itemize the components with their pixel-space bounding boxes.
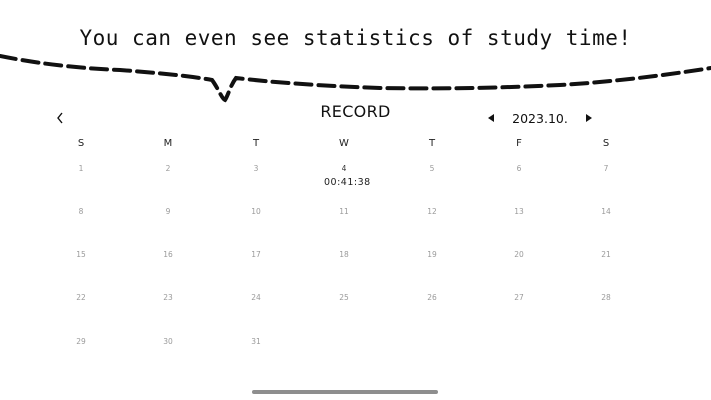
- study-time-record: 00:41:38: [324, 177, 371, 188]
- calendar-day-2[interactable]: 2: [148, 164, 188, 173]
- triangle-right-icon: [585, 114, 592, 122]
- day-number: 26: [427, 293, 437, 302]
- calendar-day-21[interactable]: 21: [586, 250, 626, 259]
- day-number: 8: [78, 207, 84, 216]
- month-navigator: 2023.10.: [484, 109, 596, 127]
- calendar-day-18[interactable]: 18: [324, 250, 364, 259]
- calendar-day-14[interactable]: 14: [586, 207, 626, 216]
- weekday-label: T: [252, 138, 260, 149]
- calendar-day-31[interactable]: 31: [236, 337, 276, 346]
- day-number: 25: [339, 293, 349, 302]
- day-number: 7: [603, 164, 609, 173]
- calendar-day-28[interactable]: 28: [586, 293, 626, 302]
- weekday-label: S: [602, 138, 610, 149]
- day-number: 24: [251, 293, 261, 302]
- day-number: 1: [78, 164, 84, 173]
- calendar-day-3[interactable]: 3: [236, 164, 276, 173]
- triangle-left-icon: [488, 114, 494, 122]
- day-number: 19: [427, 250, 437, 259]
- day-number: 12: [427, 207, 437, 216]
- day-number: 10: [251, 207, 261, 216]
- next-month-button[interactable]: [582, 109, 596, 127]
- day-number: 18: [339, 250, 349, 259]
- day-number: 16: [163, 250, 173, 259]
- day-number: 17: [251, 250, 261, 259]
- calendar-day-22[interactable]: 22: [61, 293, 101, 302]
- day-number: 20: [514, 250, 524, 259]
- calendar-day-11[interactable]: 11: [324, 207, 364, 216]
- day-number: 29: [76, 337, 86, 346]
- calendar-day-6[interactable]: 6: [499, 164, 539, 173]
- calendar-day-29[interactable]: 29: [61, 337, 101, 346]
- calendar-day-15[interactable]: 15: [61, 250, 101, 259]
- day-number: 9: [165, 207, 171, 216]
- calendar-day-25[interactable]: 25: [324, 293, 364, 302]
- calendar-day-27[interactable]: 27: [499, 293, 539, 302]
- calendar-day-12[interactable]: 12: [412, 207, 452, 216]
- calendar-day-19[interactable]: 19: [412, 250, 452, 259]
- weekday-label: F: [516, 138, 522, 149]
- calendar-day-8[interactable]: 8: [61, 207, 101, 216]
- calendar-day-30[interactable]: 30: [148, 337, 188, 346]
- chevron-left-icon: [57, 112, 63, 124]
- day-number: 4: [341, 164, 347, 173]
- day-number: 30: [163, 337, 173, 346]
- month-label: 2023.10.: [512, 110, 568, 126]
- calendar-day-1[interactable]: 1: [61, 164, 101, 173]
- promo-caption: You can even see statistics of study tim…: [79, 26, 632, 50]
- day-number: 3: [253, 164, 259, 173]
- calendar-day-26[interactable]: 26: [412, 293, 452, 302]
- day-number: 5: [429, 164, 435, 173]
- back-button[interactable]: [50, 106, 70, 130]
- weekday-label: S: [77, 138, 85, 149]
- calendar-day-24[interactable]: 24: [236, 293, 276, 302]
- day-number: 13: [514, 207, 524, 216]
- calendar-day-20[interactable]: 20: [499, 250, 539, 259]
- calendar-day-16[interactable]: 16: [148, 250, 188, 259]
- day-number: 31: [251, 337, 261, 346]
- calendar-day-4[interactable]: 4 00:41:38: [324, 164, 371, 188]
- weekday-label: W: [339, 138, 349, 149]
- day-number: 21: [601, 250, 611, 259]
- home-indicator[interactable]: [252, 390, 438, 394]
- calendar-day-9[interactable]: 9: [148, 207, 188, 216]
- day-number: 6: [516, 164, 522, 173]
- calendar-day-5[interactable]: 5: [412, 164, 452, 173]
- calendar-day-10[interactable]: 10: [236, 207, 276, 216]
- day-number: 23: [163, 293, 173, 302]
- speech-bubble-outline: [0, 54, 711, 103]
- calendar-day-13[interactable]: 13: [499, 207, 539, 216]
- prev-month-button[interactable]: [484, 109, 498, 127]
- calendar-day-7[interactable]: 7: [586, 164, 626, 173]
- page-title: RECORD: [320, 102, 391, 121]
- day-number: 14: [601, 207, 611, 216]
- day-number: 28: [601, 293, 611, 302]
- day-number: 15: [76, 250, 86, 259]
- weekday-label: M: [163, 138, 173, 149]
- day-number: 11: [339, 207, 349, 216]
- calendar-day-17[interactable]: 17: [236, 250, 276, 259]
- day-number: 2: [165, 164, 171, 173]
- calendar-day-23[interactable]: 23: [148, 293, 188, 302]
- day-number: 22: [76, 293, 86, 302]
- weekday-label: T: [428, 138, 436, 149]
- day-number: 27: [514, 293, 524, 302]
